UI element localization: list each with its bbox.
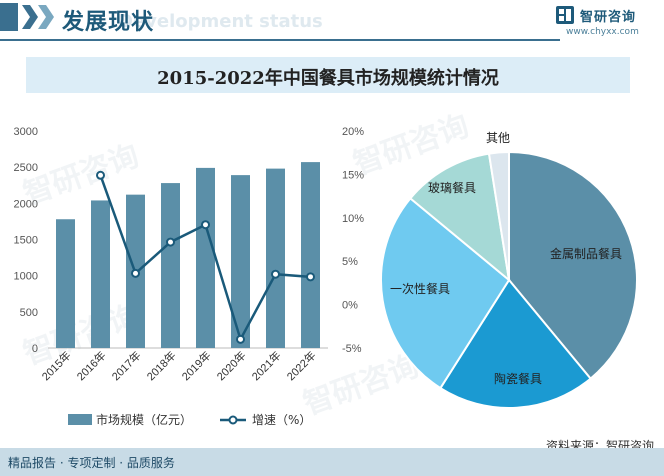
brand: 智研咨询 www.chyxx.com	[556, 6, 648, 40]
y-right-tick-label: 20%	[342, 126, 364, 138]
x-tick-label: 2022年	[284, 348, 319, 383]
y-left-tick-label: 1000	[14, 271, 38, 283]
growth-point	[201, 220, 210, 230]
legend-line-label: 增速（%）	[252, 413, 311, 427]
pie-slice	[508, 150, 638, 381]
pie-slice	[487, 150, 510, 281]
bar	[91, 200, 110, 348]
chart-title: 2015-2022年中国餐具市场规模统计情况	[157, 68, 499, 89]
header-divider	[0, 39, 560, 41]
header-watermark: Development status	[118, 11, 323, 32]
chevron-right-icon	[22, 5, 38, 29]
bar	[56, 219, 75, 348]
x-tick-label: 2016年	[74, 348, 109, 383]
bar	[196, 167, 215, 348]
x-tick-label: 2020年	[214, 348, 249, 383]
pie-slice	[408, 152, 511, 283]
footer-bar: 精品报告 · 专项定制 · 品质服务	[0, 448, 664, 476]
legend-bar-label: 市场规模（亿元）	[96, 412, 192, 427]
y-right-tick-label: 5%	[342, 256, 358, 268]
bar	[231, 175, 250, 348]
y-right-tick-label: 0%	[342, 300, 358, 312]
pie-label: 其他	[486, 131, 510, 145]
brand-url: www.chyxx.com	[566, 27, 639, 37]
y-left-tick-label: 2000	[14, 198, 38, 210]
brand-logo-icon	[556, 6, 574, 24]
pie-label: 陶瓷餐具	[494, 371, 542, 386]
growth-point	[236, 334, 245, 344]
pie-label: 金属制品餐具	[550, 246, 622, 261]
bar	[266, 168, 285, 348]
y-left-tick-label: 3000	[14, 126, 38, 138]
growth-point	[166, 237, 175, 247]
x-tick-label: 2015年	[39, 348, 74, 383]
chart-title-band: 2015-2022年中国餐具市场规模统计情况	[26, 57, 630, 93]
growth-point	[306, 272, 315, 282]
x-tick-label: 2017年	[109, 348, 144, 383]
x-tick-label: 2019年	[179, 348, 214, 383]
chevron-right-icon	[38, 5, 54, 29]
pie-label: 玻璃餐具	[428, 180, 476, 195]
pie-slice	[439, 278, 592, 409]
x-tick-label: 2021年	[249, 348, 284, 383]
y-right-tick-label: 10%	[342, 213, 364, 225]
y-right-tick-label: -5%	[342, 343, 362, 355]
y-right-tick-label: 15%	[342, 169, 364, 181]
page-title: 发展现状	[62, 10, 155, 35]
growth-point	[131, 268, 140, 278]
growth-point	[96, 170, 105, 180]
y-left-tick-label: 0	[32, 343, 38, 355]
x-tick-label: 2018年	[144, 348, 179, 383]
header-accent-bar	[0, 3, 18, 31]
y-left-tick-label: 2500	[14, 162, 38, 174]
growth-point	[271, 269, 280, 279]
page-header: Development status 发展现状 智研咨询 www.chyxx.c…	[0, 0, 664, 41]
y-left-tick-label: 1500	[14, 235, 38, 247]
pie-slice	[380, 197, 511, 390]
legend-bar-swatch	[68, 414, 92, 425]
footer-text: 精品报告 · 专项定制 · 品质服务	[8, 456, 175, 470]
bar	[161, 183, 180, 348]
pie-label: 一次性餐具	[390, 281, 450, 296]
brand-name: 智研咨询	[580, 10, 637, 25]
bar	[301, 162, 320, 348]
legend-line-marker	[228, 415, 238, 425]
y-left-tick-label: 500	[20, 307, 38, 319]
